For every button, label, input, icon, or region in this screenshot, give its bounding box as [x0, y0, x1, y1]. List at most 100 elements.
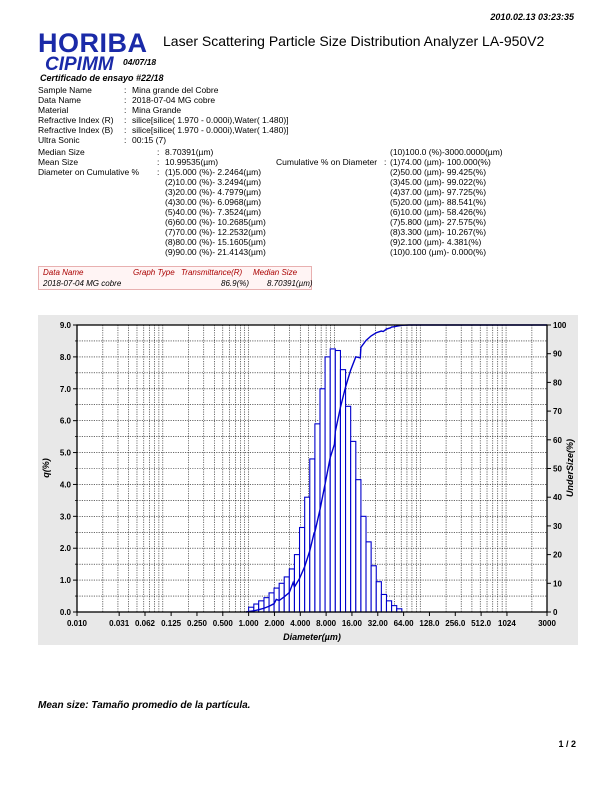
y2-axis-label: UnderSize(%) — [565, 439, 575, 497]
row-median-size: 8.70391(µm) — [267, 279, 313, 288]
y2-tick-label: 90 — [553, 350, 562, 359]
report-timestamp: 2010.02.13 03:23:35 — [490, 12, 574, 22]
histogram-bar — [345, 405, 352, 613]
material-row: Material: Mina Grande — [38, 105, 182, 115]
x-axis-label: Diameter(µm) — [283, 632, 341, 642]
histogram-bar — [324, 356, 331, 613]
page-number: 1 / 2 — [558, 739, 576, 749]
y-axis-label: q(%) — [41, 458, 51, 478]
cum-on-diam-item: (8)3.300 (µm)- 10.267(%) — [390, 227, 487, 237]
diam-cum-item: (4)30.00 (%)- 6.0968(µm) — [165, 197, 262, 207]
sample-name-row: Sample Name: Mina grande del Cobre — [38, 85, 219, 95]
y2-tick-label: 40 — [553, 493, 562, 502]
x-tick-label: 32.00 — [368, 619, 389, 628]
x-tick-label: 0.010 — [67, 619, 88, 628]
x-tick-label: 2.000 — [264, 619, 285, 628]
mean-row: Mean Size:10.99535(µm) — [38, 157, 219, 167]
footnote: Mean size: Tamaño promedio de la partícu… — [38, 700, 251, 711]
x-tick-label: 16.00 — [342, 619, 363, 628]
header-data-name: Data Name — [43, 268, 84, 277]
report-title: Laser Scattering Particle Size Distribut… — [163, 33, 545, 49]
median-label: Median Size — [38, 147, 85, 157]
x-tick-label: 64.00 — [394, 619, 415, 628]
refractive-b-row: Refractive Index (B): silice[silice( 1.97… — [38, 125, 289, 135]
mean-label: Mean Size — [38, 157, 79, 167]
y-tick-label: 9.0 — [60, 321, 72, 330]
histogram-bar — [268, 592, 275, 613]
refractive-r-label: Refractive Index (R) — [38, 115, 114, 125]
histogram-bar — [391, 605, 398, 613]
y2-tick-label: 100 — [553, 321, 567, 330]
axis-layer: 0.0 1.0 2.0 3.0 4.0 5.0 6.0 7.0 8.0 9.0 0 10 20 30 40 5… — [60, 321, 567, 628]
stamp-date: 04/07/18 — [123, 57, 157, 67]
cum-on-diam-item: (5)20.00 (µm)- 88.541(%) — [390, 197, 487, 207]
histogram-bar — [375, 581, 382, 613]
y2-tick-label: 30 — [553, 522, 562, 531]
y-tick-label: 1.0 — [60, 576, 72, 585]
x-tick-label: 0.125 — [161, 619, 182, 628]
x-tick-label: 128.0 — [419, 619, 440, 628]
x-tick-label: 0.500 — [213, 619, 234, 628]
diam-cum-list: (1)5.000 (%)- 2.2464(µm) (2)10.00 (%)- 3… — [165, 167, 266, 257]
horiba-logo: HORIBA — [38, 28, 148, 58]
histogram-bar — [385, 600, 393, 613]
cum-on-diam-list: (1)74.00 (µm)- 100.000(%) (2)50.00 (µm)-… — [390, 157, 491, 257]
y2-tick-label: 50 — [553, 465, 562, 474]
refractive-r-row: Refractive Index (R): silice[silice( 1.97… — [38, 115, 289, 125]
sample-name-value: Mina grande del Cobre — [132, 85, 219, 95]
data-table-row: 2018-07-04 MG cobre 86.9(%) 8.70391(µm) — [39, 278, 313, 289]
y2-tick-label: 80 — [553, 378, 562, 387]
histogram-bar — [355, 479, 362, 613]
median-value: 8.70391(µm) — [165, 147, 214, 157]
cum-on-diam-item: (7)5.800 (µm)- 27.575(%) — [390, 217, 487, 227]
histogram-bar — [370, 565, 377, 613]
row-data-name: 2018-07-04 MG cobre — [43, 279, 122, 288]
cum-on-diam-item: (3)45.00 (µm)- 99.022(%) — [390, 177, 487, 187]
histogram-bar — [360, 515, 367, 613]
range-text: (10)100.0 (%)-3000.0000(µm) — [390, 147, 503, 157]
diam-cum-item: (9)90.00 (%)- 21.4143(µm) — [165, 247, 266, 257]
material-value: Mina Grande — [132, 105, 182, 115]
y-tick-label: 3.0 — [60, 512, 72, 521]
row-transmittance: 86.9(%) — [221, 279, 250, 288]
histogram-bar — [380, 593, 388, 613]
cum-on-diam-item: (1)74.00 (µm)- 100.000(%) — [390, 157, 491, 167]
histogram-bar — [365, 541, 372, 613]
histogram-bar — [263, 597, 270, 613]
ultrasonic-row: Ultra Sonic:00:15 (7) — [38, 135, 167, 145]
x-tick-label: 1.000 — [239, 619, 260, 628]
histogram-bar — [350, 440, 357, 613]
y-tick-label: 2.0 — [60, 544, 72, 553]
cum-on-diam-item: (2)50.00 (µm)- 99.425(%) — [390, 167, 487, 177]
median-row: Median Size:8.70391(µm) — [38, 147, 214, 157]
header-graph-type: Graph Type — [133, 268, 175, 277]
cumulative-curve — [245, 324, 547, 613]
y2-tick-label: 20 — [553, 551, 562, 560]
mean-value: 10.99535(µm) — [165, 157, 219, 167]
y2-tick-label: 10 — [553, 579, 562, 588]
data-table: Data Name Graph Type Transmittance(R) Me… — [38, 266, 313, 290]
x-tick-label: 256.0 — [445, 619, 466, 628]
x-tick-label: 3000 — [538, 619, 556, 628]
y2-tick-label: 60 — [553, 436, 562, 445]
cum-on-diam-label: Cumulative % on Diameter — [276, 157, 378, 167]
y-tick-label: 8.0 — [60, 353, 72, 362]
x-tick-label: 512.0 — [471, 619, 492, 628]
y-tick-label: 7.0 — [60, 385, 72, 394]
y2-tick-label: 0 — [553, 608, 558, 617]
cum-on-diam-item: (4)37.00 (µm)- 97.725(%) — [390, 187, 487, 197]
diam-cum-header: Diameter on Cumulative %: — [38, 167, 160, 177]
x-tick-label: 0.062 — [135, 619, 156, 628]
data-name-row: Data Name:2018-07-04 MG cobre — [38, 95, 216, 105]
x-tick-label: 4.000 — [290, 619, 311, 628]
refractive-b-value: silice[silice( 1.970 - 0.000i),Water( 1.… — [132, 125, 289, 135]
refractive-r-value: silice[silice( 1.970 - 0.000i),Water( 1.… — [132, 115, 289, 125]
diam-cum-item: (3)20.00 (%)- 4.7979(µm) — [165, 187, 262, 197]
x-tick-label: 8.000 — [316, 619, 337, 628]
histogram-bar — [334, 349, 341, 613]
diam-cum-item: (7)70.00 (%)- 12.2532(µm) — [165, 227, 266, 237]
certificate-number: Certificado de ensayo #22/18 — [40, 73, 164, 83]
cum-on-diam-item: (6)10.00 (µm)- 58.426(%) — [390, 207, 487, 217]
x-tick-label: 1024 — [498, 619, 516, 628]
